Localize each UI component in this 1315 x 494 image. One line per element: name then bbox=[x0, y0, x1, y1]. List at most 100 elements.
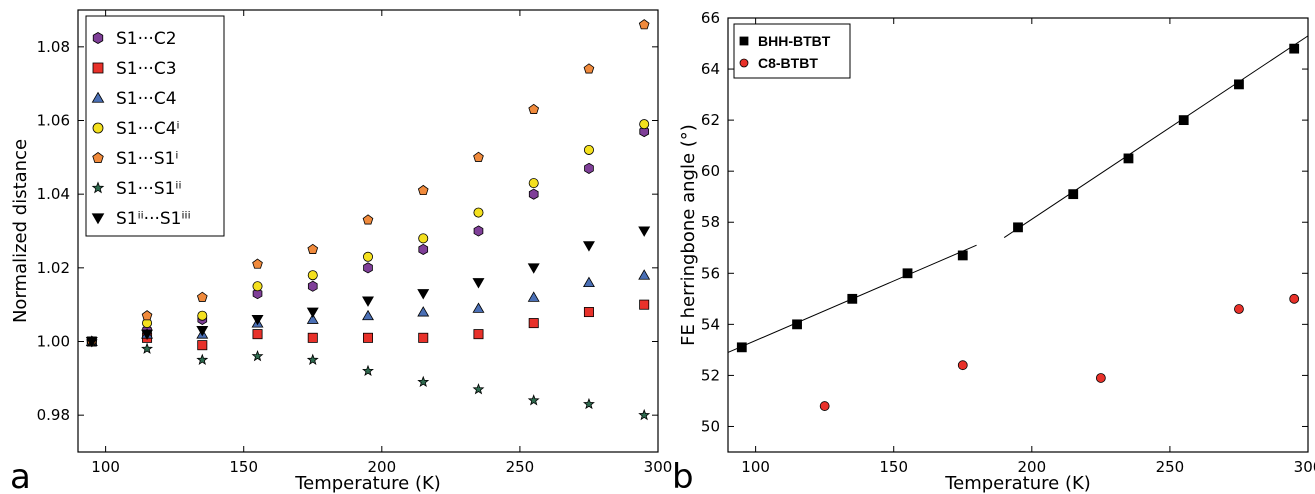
panel-a-data-point bbox=[252, 329, 263, 340]
panel-a-data-point bbox=[141, 329, 154, 341]
panel-b-data-point bbox=[792, 319, 802, 330]
panel-a-data-point bbox=[639, 119, 650, 130]
panel-b-x-tick-label: 250 bbox=[1156, 458, 1185, 476]
panel-b-x-tick-label: 100 bbox=[741, 458, 770, 476]
panel-a-letter: a bbox=[10, 457, 31, 494]
panel-a-x-tick-label: 250 bbox=[506, 458, 535, 476]
panel-a-data-point bbox=[141, 310, 153, 321]
panel-a-legend-label: S1···C4 bbox=[116, 89, 177, 109]
panel-a-data-point bbox=[362, 214, 374, 225]
panel-a-data-point bbox=[418, 233, 429, 244]
panel-a-legend-marker bbox=[92, 122, 104, 134]
panel-a-data-point bbox=[583, 63, 595, 74]
panel-a-data-point bbox=[582, 276, 595, 288]
panel-a-data-point bbox=[251, 349, 264, 362]
panel-a-data-point bbox=[306, 313, 319, 324]
panel-a-legend-label: S1···C4ⁱ bbox=[116, 119, 180, 139]
panel-b-data-point bbox=[1013, 222, 1023, 233]
panel-a-data-point bbox=[527, 263, 540, 274]
panel-b-y-tick-label: 62 bbox=[701, 111, 720, 129]
panel-b-data-point bbox=[1289, 43, 1300, 54]
panel-a-data-point bbox=[638, 269, 651, 280]
panel-a-x-tick-label: 300 bbox=[644, 458, 673, 476]
panel-a-data-point bbox=[583, 397, 595, 410]
panel-a-data-point bbox=[583, 144, 594, 155]
panel-a-y-tick-label: 1.04 bbox=[37, 185, 70, 203]
panel-a-legend-label: S1···C3 bbox=[116, 59, 177, 79]
panel-a-data-point bbox=[638, 226, 651, 237]
panel-a-data-point bbox=[638, 19, 650, 30]
panel-b-y-tick-label: 52 bbox=[701, 366, 720, 384]
panel-a-data-point bbox=[527, 394, 540, 406]
panel-a-data-point bbox=[473, 225, 484, 237]
panel-a-data-point bbox=[417, 289, 430, 300]
panel-a-data-point bbox=[583, 307, 594, 318]
panel-b-y-tick-label: 66 bbox=[701, 9, 720, 27]
panel-a-legend-label: S1···S1ⁱ bbox=[116, 149, 178, 169]
panel-b-y-tick-label: 50 bbox=[701, 417, 720, 435]
panel-a-data-point bbox=[473, 207, 484, 218]
panel-b-data-point bbox=[1095, 373, 1106, 383]
panel-b-legend-box bbox=[733, 23, 851, 79]
panel-a-data-point bbox=[362, 332, 373, 343]
panel-b-data-point bbox=[736, 342, 747, 353]
panel-b-data-point bbox=[957, 250, 968, 261]
panel-a-data-point bbox=[362, 296, 374, 307]
panel-a-data-point bbox=[528, 188, 539, 200]
panel-b-y-tick-label: 64 bbox=[701, 60, 720, 78]
panel-a-legend-marker bbox=[91, 91, 105, 103]
panel-b-y-tick-label: 60 bbox=[701, 162, 720, 180]
panel-a-data-point bbox=[141, 342, 153, 354]
panel-b-data-point bbox=[1234, 79, 1244, 90]
panel-b-data-point bbox=[1123, 153, 1134, 164]
panel-a-legend-label: S1···C2 bbox=[116, 29, 177, 49]
panel-b-data-point bbox=[847, 293, 858, 304]
panel-a-legend-box bbox=[85, 15, 225, 237]
panel-a-data-point bbox=[417, 306, 430, 317]
panel-a-data-point bbox=[197, 340, 208, 351]
panel-a-data-point bbox=[528, 178, 539, 189]
panel-b-fit-line bbox=[1003, 35, 1309, 238]
panel-a-y-tick-label: 1.06 bbox=[37, 112, 70, 130]
panel-b-legend-marker bbox=[739, 36, 749, 46]
panel-b-x-tick-label: 150 bbox=[879, 458, 908, 476]
panel-a-data-point bbox=[196, 353, 209, 365]
panel-a-x-tick-label: 100 bbox=[91, 458, 120, 476]
panel-b-data-point bbox=[1178, 115, 1189, 126]
panel-a-x-axis-title: Temperature (K) bbox=[294, 473, 441, 494]
panel-a-data-point bbox=[307, 270, 318, 281]
panel-a-data-point bbox=[362, 251, 373, 262]
panel-a-data-point bbox=[307, 280, 318, 292]
panel-a-data-point bbox=[473, 329, 484, 340]
panel-a-data-point bbox=[362, 309, 374, 321]
panel-a-data-point bbox=[252, 258, 263, 269]
panel-b-y-tick-label: 56 bbox=[701, 264, 720, 282]
panel-b-y-tick-label: 58 bbox=[701, 213, 720, 231]
panel-a-y-tick-label: 1.02 bbox=[37, 259, 70, 277]
panel-a-legend-marker bbox=[92, 152, 104, 163]
panel-b-data-point bbox=[1068, 189, 1079, 200]
panel-a-data-point bbox=[196, 291, 208, 302]
panel-a-data-point bbox=[418, 243, 429, 255]
panel-a-y-tick-label: 0.98 bbox=[37, 406, 70, 424]
panel-a-data-point bbox=[307, 332, 318, 343]
panel-b-x-tick-label: 200 bbox=[1017, 458, 1046, 476]
panel-a-data-point bbox=[417, 375, 430, 388]
panel-a-legend-label: S1ⁱⁱ···S1ⁱⁱⁱ bbox=[116, 209, 191, 229]
panel-a-legend-marker bbox=[92, 32, 104, 44]
panel-a-legend-marker bbox=[91, 213, 105, 225]
panel-b-x-tick-label: 300 bbox=[1294, 458, 1315, 476]
panel-b-axes-frame bbox=[727, 17, 1309, 453]
panel-a-y-tick-label: 1.08 bbox=[37, 38, 70, 56]
panel-a-data-point bbox=[639, 125, 650, 138]
panel-a-y-axis-title: Normalized distance bbox=[10, 139, 31, 323]
panel-b-x-axis-title: Temperature (K) bbox=[944, 473, 1091, 494]
panel-a-data-point bbox=[252, 288, 263, 300]
panel-a-data-point bbox=[473, 151, 484, 162]
panel-a-data-point bbox=[528, 318, 539, 329]
panel-a-y-tick-label: 1.00 bbox=[37, 333, 70, 351]
panel-a-data-point bbox=[417, 184, 429, 196]
panel-a-data-point bbox=[252, 281, 263, 292]
panel-a-x-tick-label: 200 bbox=[367, 458, 396, 476]
panel-a-data-point bbox=[472, 302, 485, 313]
